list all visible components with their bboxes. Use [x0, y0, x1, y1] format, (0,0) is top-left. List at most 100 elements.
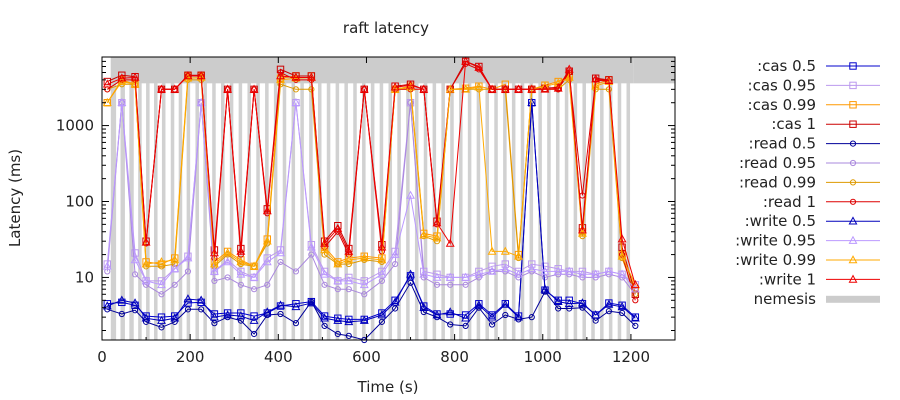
data-point [474, 300, 484, 309]
data-point [419, 230, 429, 239]
data-point [276, 300, 285, 309]
data-point [528, 260, 536, 268]
data-point [263, 309, 271, 317]
data-point [632, 297, 639, 304]
nemesis-band [178, 57, 183, 340]
data-point [540, 284, 550, 293]
data-point [359, 279, 369, 289]
data-point [118, 310, 125, 318]
data-point [591, 310, 601, 319]
data-point [344, 317, 354, 326]
data-point [344, 255, 354, 264]
legend: :cas 0.5:cas 0.95:cas 0.99:cas 1:read 0.… [735, 57, 880, 308]
nemesis-band [195, 57, 199, 340]
series-line [106, 102, 636, 290]
data-point [102, 261, 112, 270]
legend-marker [848, 235, 858, 244]
data-point [407, 99, 414, 106]
nemesis-band [344, 57, 348, 340]
data-point [564, 298, 574, 308]
data-point [591, 269, 601, 278]
data-point [392, 305, 399, 312]
nemesis-band [467, 57, 472, 340]
nemesis-band [353, 57, 357, 340]
data-point [130, 79, 140, 88]
data-point [183, 294, 193, 303]
data-point [604, 299, 614, 308]
data-point [406, 269, 415, 278]
data-point [447, 281, 454, 288]
data-point [419, 302, 429, 311]
data-point [553, 78, 563, 87]
data-point [461, 84, 471, 93]
data-point [249, 315, 259, 324]
series-layer [102, 56, 640, 344]
nemesis-band [138, 57, 142, 340]
data-point [306, 298, 316, 307]
nemesis-band [503, 57, 507, 340]
nemesis-band [397, 57, 401, 340]
data-point [406, 82, 415, 91]
data-point [488, 262, 496, 271]
data-point [320, 269, 330, 278]
nemesis-band [485, 57, 489, 340]
data-point [501, 80, 510, 88]
data-point [406, 80, 415, 89]
x-tick-label: 800 [440, 348, 469, 366]
data-point [170, 84, 180, 93]
legend-label: :write 0.95 [735, 232, 816, 250]
nemesis-band [291, 57, 296, 340]
data-point [104, 306, 111, 313]
data-point [617, 251, 627, 260]
data-point [131, 271, 139, 278]
data-point [209, 312, 219, 321]
nemesis-band [450, 57, 454, 340]
data-point [306, 242, 316, 251]
series-line [106, 102, 636, 295]
nemesis-band [441, 57, 445, 340]
legend-label: :read 0.99 [739, 173, 816, 191]
data-point [604, 75, 614, 84]
data-point [488, 311, 496, 319]
legend-entry: :read 0.95 [739, 154, 880, 172]
data-point [345, 286, 352, 293]
nemesis-band [626, 57, 631, 340]
data-point [540, 84, 550, 93]
data-point [514, 251, 523, 260]
data-point [461, 272, 471, 281]
data-point [378, 318, 385, 325]
data-point [196, 295, 206, 304]
data-point [170, 313, 180, 322]
data-point [131, 307, 139, 314]
data-point [630, 313, 640, 322]
data-point [102, 79, 112, 88]
legend-entry: :write 0.5 [745, 212, 880, 230]
data-point [184, 306, 192, 313]
series-8 [102, 97, 640, 326]
legend-label: :write 0.5 [745, 212, 816, 230]
data-point [117, 97, 127, 107]
legend-entry: :read 0.5 [749, 135, 880, 153]
data-point [390, 249, 400, 258]
data-point [501, 260, 510, 268]
data-point [462, 281, 469, 288]
x-tick-label: 200 [176, 348, 205, 366]
data-point [158, 263, 165, 270]
nemesis-band [170, 57, 175, 340]
data-point [377, 242, 387, 251]
data-point [276, 71, 285, 80]
legend-marker [849, 159, 857, 167]
data-point [196, 71, 206, 80]
nemesis-band [379, 57, 384, 340]
chart-title: raft latency [343, 19, 429, 37]
x-tick-label: 600 [352, 348, 381, 366]
legend-entry: :cas 0.95 [748, 76, 880, 94]
legend-entry: nemesis [754, 290, 880, 308]
data-point [236, 257, 246, 266]
data-point [320, 312, 329, 320]
data-point [277, 258, 284, 266]
nemesis-band [555, 57, 560, 340]
data-point [223, 248, 233, 257]
legend-entry: :write 1 [759, 270, 880, 288]
data-point [630, 279, 640, 289]
